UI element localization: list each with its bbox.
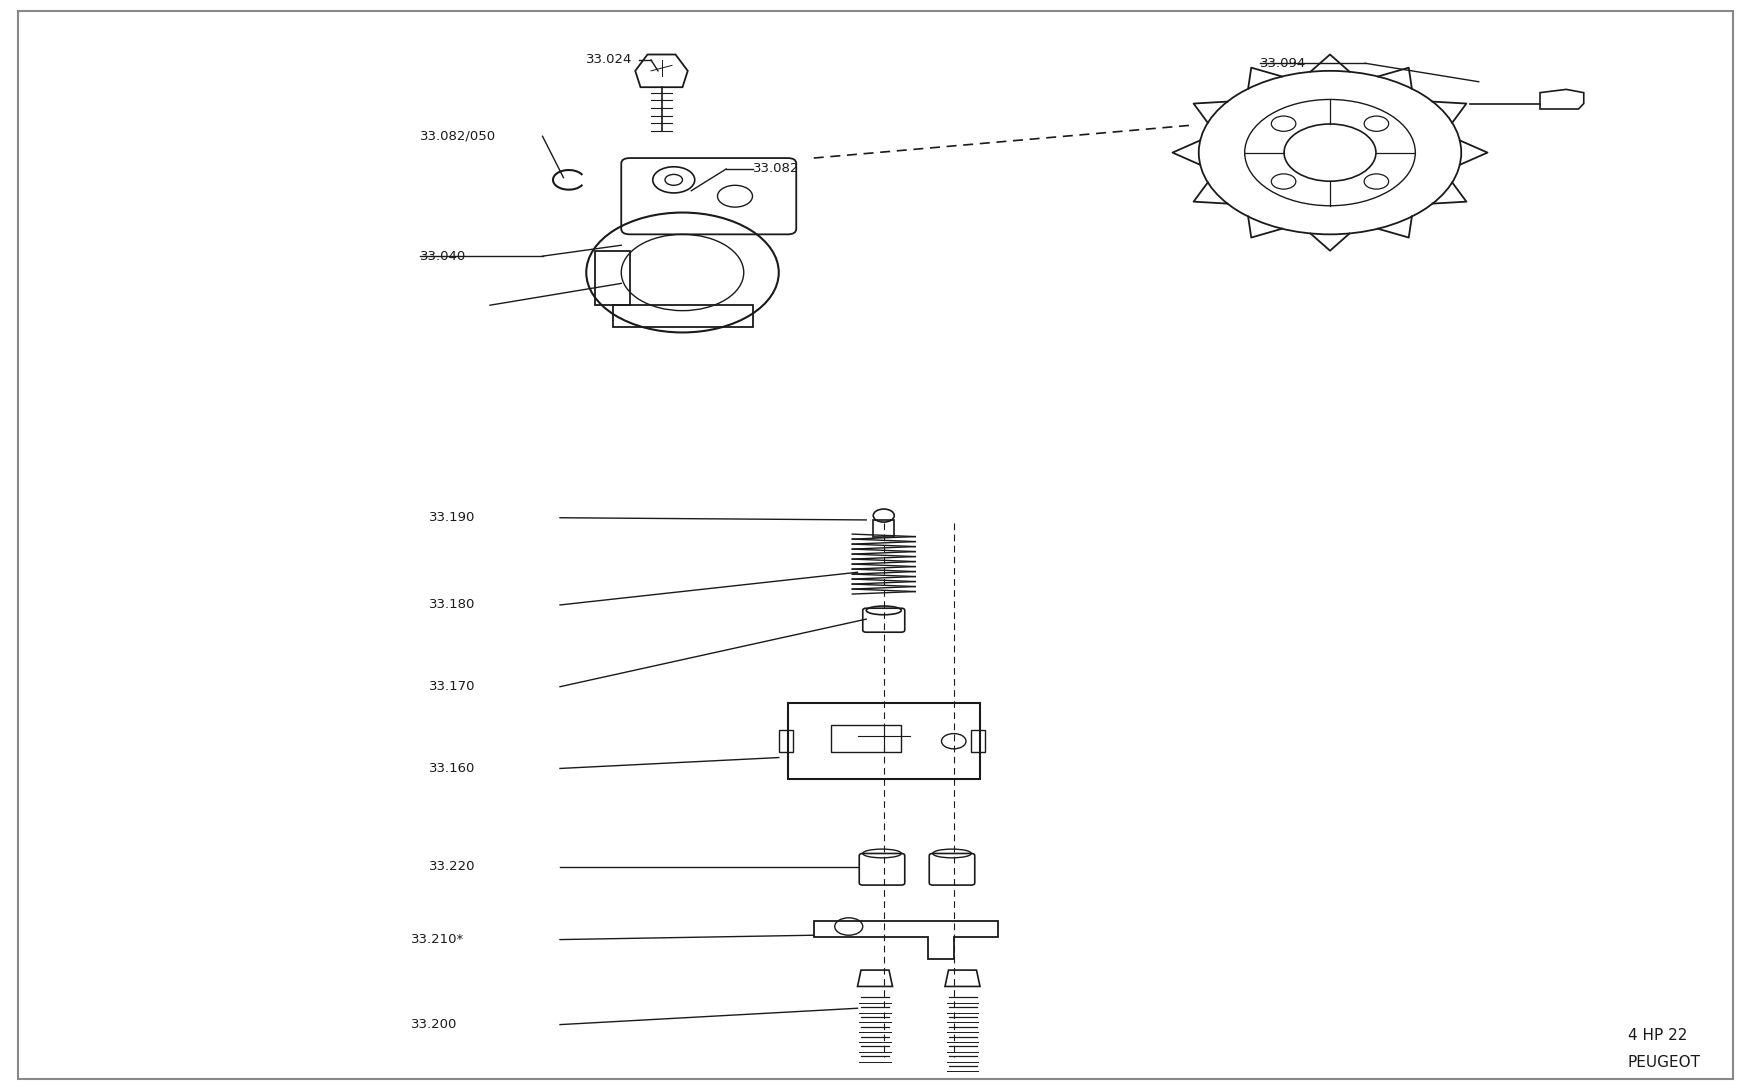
Bar bbox=[788, 703, 980, 779]
Circle shape bbox=[665, 174, 682, 185]
Text: 33.170: 33.170 bbox=[429, 680, 476, 693]
Text: 33.094: 33.094 bbox=[1260, 57, 1306, 70]
Text: 33.200: 33.200 bbox=[411, 1018, 459, 1031]
Text: 33.024: 33.024 bbox=[586, 53, 634, 66]
Bar bbox=[779, 730, 793, 752]
Text: 33.180: 33.180 bbox=[429, 598, 476, 611]
Bar bbox=[873, 520, 894, 537]
Text: 33.220: 33.220 bbox=[429, 860, 476, 873]
Text: 33.210*: 33.210* bbox=[411, 933, 464, 946]
Text: 33.082: 33.082 bbox=[752, 162, 798, 175]
Text: 33.190: 33.190 bbox=[429, 511, 476, 524]
Text: 33.040: 33.040 bbox=[420, 250, 466, 263]
Bar bbox=[831, 725, 901, 752]
Bar bbox=[971, 730, 985, 752]
Text: 4 HP 22: 4 HP 22 bbox=[1628, 1028, 1687, 1043]
Text: PEUGEOT: PEUGEOT bbox=[1628, 1055, 1701, 1070]
Text: 33.082/050: 33.082/050 bbox=[420, 130, 497, 143]
Text: 33.160: 33.160 bbox=[429, 762, 476, 775]
